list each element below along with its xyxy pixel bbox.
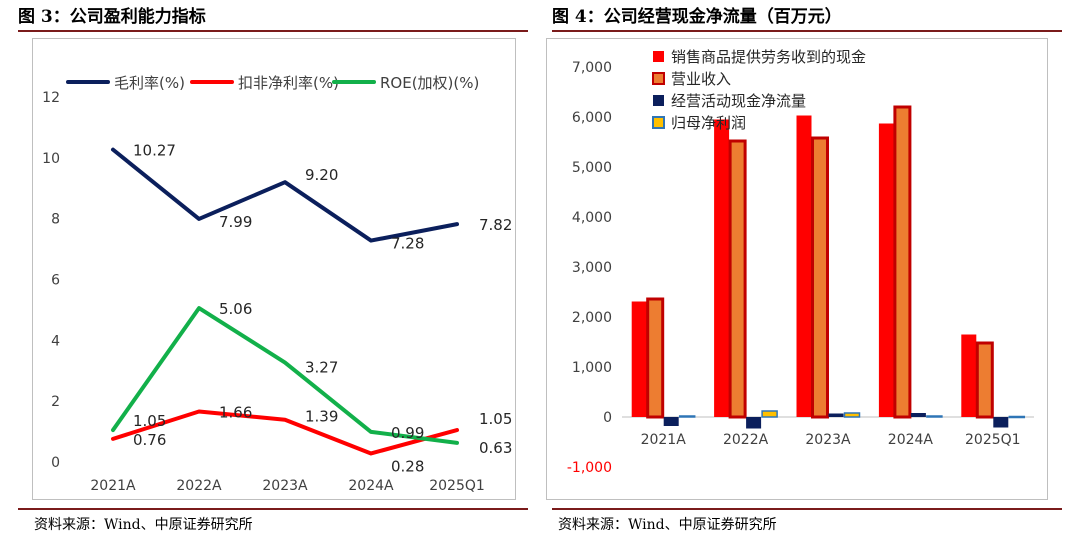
right-legend-label: 销售商品提供劳务收到的现金	[671, 48, 866, 66]
right-bottom-rule	[552, 508, 1062, 510]
right-bar	[811, 136, 829, 419]
left-bottom-rule	[18, 508, 528, 510]
left-data-label: 0.28	[391, 457, 424, 475]
right-xtick-label: 2021A	[641, 432, 687, 448]
left-xtick-label: 2021A	[90, 478, 136, 494]
left-chart-title: 图 3：公司盈利能力指标	[18, 7, 206, 27]
right-legend-swatch	[653, 51, 664, 62]
left-data-label: 10.27	[133, 142, 176, 160]
right-ytick-label: 5,000	[572, 160, 612, 176]
left-ytick-label: 10	[42, 151, 60, 167]
right-legend-swatch	[653, 95, 664, 106]
left-data-label: 1.66	[219, 404, 252, 422]
right-bar	[761, 410, 778, 418]
left-legend-label: 扣非净利率(%)	[238, 74, 339, 92]
left-data-label: 0.63	[479, 439, 512, 457]
left-legend-label: ROE(加权)(%)	[380, 74, 479, 92]
right-bar	[893, 105, 912, 419]
left-data-label: 5.06	[219, 300, 252, 318]
right-bar	[646, 297, 665, 419]
right-bar	[843, 412, 861, 418]
left-ytick-label: 12	[42, 90, 60, 106]
right-legend-label: 营业收入	[671, 70, 731, 88]
right-chart-title: 图 4：公司经营现金净流量（百万元）	[552, 7, 842, 27]
right-bar	[1008, 415, 1026, 419]
right-legend-swatch	[652, 116, 665, 129]
right-legend-label: 经营活动现金净流量	[671, 92, 806, 110]
right-bar	[878, 123, 894, 417]
left-source: 资料来源：Wind、中原证券研究所	[34, 517, 253, 533]
right-xtick-label: 2025Q1	[965, 432, 1021, 448]
right-ytick-label: 6,000	[572, 110, 612, 126]
right-bar	[678, 415, 696, 418]
left-ytick-label: 6	[51, 273, 60, 289]
right-xtick-label: 2024A	[888, 432, 934, 448]
left-xtick-label: 2023A	[262, 478, 308, 494]
right-ytick-label: 3,000	[572, 260, 612, 276]
left-ytick-label: 8	[51, 212, 60, 228]
right-legend-swatch	[652, 72, 665, 85]
left-chart-frame	[32, 38, 516, 500]
right-legend-label: 归母净利润	[671, 114, 746, 132]
right-bar	[746, 417, 762, 429]
right-bar	[796, 115, 812, 417]
left-data-label: 7.28	[391, 235, 424, 253]
left-series-line	[111, 409, 459, 456]
left-xtick-label: 2025Q1	[429, 478, 485, 494]
right-bar	[961, 334, 977, 417]
left-data-label: 7.82	[479, 216, 512, 234]
right-ytick-label: 4,000	[572, 210, 612, 226]
left-data-label: 1.05	[479, 410, 512, 428]
left-series-line	[111, 306, 459, 445]
right-ytick-label: 2,000	[572, 310, 612, 326]
right-bar	[714, 119, 730, 417]
right-bar	[975, 341, 994, 419]
right-ytick-label: 7,000	[572, 60, 612, 76]
right-bar	[631, 301, 647, 417]
left-title-rule	[18, 30, 528, 32]
left-xtick-label: 2022A	[176, 478, 222, 494]
left-legend-label: 毛利率(%)	[114, 74, 185, 92]
right-xtick-label: 2022A	[723, 432, 769, 448]
left-data-label: 1.39	[305, 408, 338, 426]
left-ytick-label: 2	[51, 394, 60, 410]
left-data-label: 3.27	[305, 359, 338, 377]
left-data-label: 1.05	[133, 412, 166, 430]
left-data-label: 9.20	[305, 166, 338, 184]
right-bar	[926, 415, 943, 418]
right-ytick-label: -1,000	[567, 460, 612, 476]
right-xtick-label: 2023A	[805, 432, 851, 448]
left-data-label: 0.99	[391, 424, 424, 442]
right-bar	[828, 413, 844, 417]
left-xtick-label: 2024A	[348, 478, 394, 494]
left-series-line	[111, 147, 459, 243]
right-bar	[910, 413, 926, 417]
right-bar	[993, 417, 1009, 428]
right-chart-frame	[546, 38, 1048, 500]
right-title-rule	[552, 30, 1062, 32]
left-data-label: 7.99	[219, 213, 252, 231]
right-ytick-label: 0	[603, 410, 612, 426]
left-ytick-label: 4	[51, 333, 60, 349]
left-data-label: 0.76	[133, 431, 166, 449]
right-bar	[728, 139, 747, 419]
left-ytick-label: 0	[51, 455, 60, 471]
right-bar	[663, 417, 679, 426]
right-ytick-label: 1,000	[572, 360, 612, 376]
right-source: 资料来源：Wind、中原证券研究所	[558, 517, 777, 533]
